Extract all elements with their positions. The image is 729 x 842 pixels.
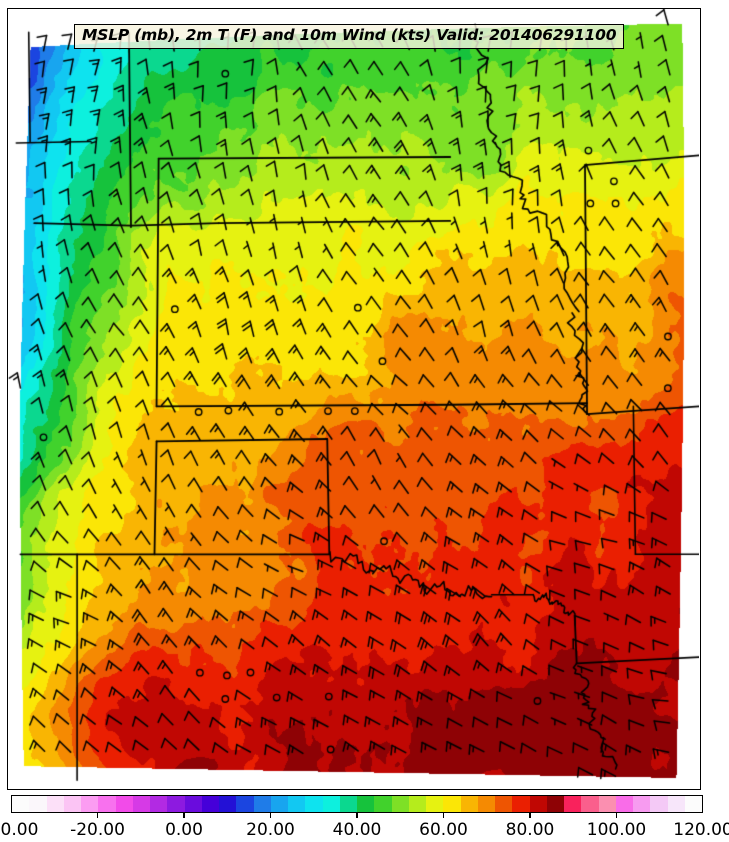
colorbar-segment (650, 796, 668, 812)
colorbar-tick (183, 813, 185, 818)
colorbar-segment (29, 796, 47, 812)
colorbar-segment (408, 796, 426, 812)
colorbar-swatches (11, 795, 703, 813)
colorbar-segment (201, 796, 219, 812)
colorbar-segment (460, 796, 478, 812)
colorbar-segment (684, 796, 702, 812)
colorbar-tick-label: 20.00 (246, 820, 295, 840)
colorbar-tick-labels: -40.00 -20.00 0.00 20.00 40.00 60.00 80.00 100.… (0, 818, 729, 842)
colorbar-tick-label: -40.00 (0, 820, 39, 840)
colorbar-segment (598, 796, 616, 812)
colorbar-segment (46, 796, 64, 812)
colorbar-segment (391, 796, 409, 812)
colorbar-segment (167, 796, 185, 812)
colorbar-tick-label: 60.00 (419, 820, 468, 840)
colorbar-tick-label: 80.00 (505, 820, 555, 840)
colorbar-segment (529, 796, 547, 812)
colorbar-segment (184, 796, 202, 812)
colorbar-segment (477, 796, 495, 812)
colorbar-segment (98, 796, 116, 812)
colorbar-segment (374, 796, 392, 812)
colorbar-segment (12, 796, 30, 812)
colorbar-segment (443, 796, 461, 812)
colorbar-tick-label: 100.00 (586, 820, 647, 840)
colorbar-segment (581, 796, 599, 812)
colorbar-segment (495, 796, 513, 812)
map-title: MSLP (mb), 2m T (F) and 10m Wind (kts) V… (74, 24, 625, 49)
colorbar-segment (150, 796, 168, 812)
colorbar: -40.00 -20.00 0.00 20.00 40.00 60.00 80.00 100.… (0, 795, 729, 842)
colorbar-tick (442, 813, 445, 818)
colorbar-segment (288, 796, 306, 812)
colorbar-segment (339, 796, 357, 812)
colorbar-tick (96, 813, 99, 818)
colorbar-ticks (11, 813, 703, 818)
map-panel (7, 8, 701, 790)
colorbar-segment (219, 796, 237, 812)
colorbar-segment (512, 796, 530, 812)
colorbar-segment (132, 796, 150, 812)
colorbar-segment (546, 796, 564, 812)
colorbar-segment (633, 796, 651, 812)
colorbar-tick (356, 813, 358, 818)
colorbar-tick (615, 813, 618, 818)
colorbar-segment (615, 796, 633, 812)
colorbar-tick-label: 120.00 (673, 820, 729, 840)
colorbar-segment (305, 796, 323, 812)
colorbar-segment (357, 796, 375, 812)
colorbar-tick (529, 813, 531, 818)
colorbar-segment (115, 796, 133, 812)
colorbar-segment (81, 796, 99, 812)
colorbar-segment (63, 796, 81, 812)
colorbar-segment (564, 796, 582, 812)
colorbar-segment (270, 796, 288, 812)
colorbar-tick-label: 0.00 (165, 820, 203, 840)
colorbar-tick (269, 813, 272, 818)
colorbar-tick-label: -20.00 (70, 820, 125, 840)
colorbar-segment (667, 796, 685, 812)
map-clip (8, 9, 700, 789)
colorbar-segment (236, 796, 254, 812)
colorbar-segment (322, 796, 340, 812)
colorbar-tick-label: 40.00 (332, 820, 382, 840)
colorbar-segment (426, 796, 444, 812)
wind-barbs-and-borders (8, 9, 699, 788)
colorbar-segment (253, 796, 271, 812)
